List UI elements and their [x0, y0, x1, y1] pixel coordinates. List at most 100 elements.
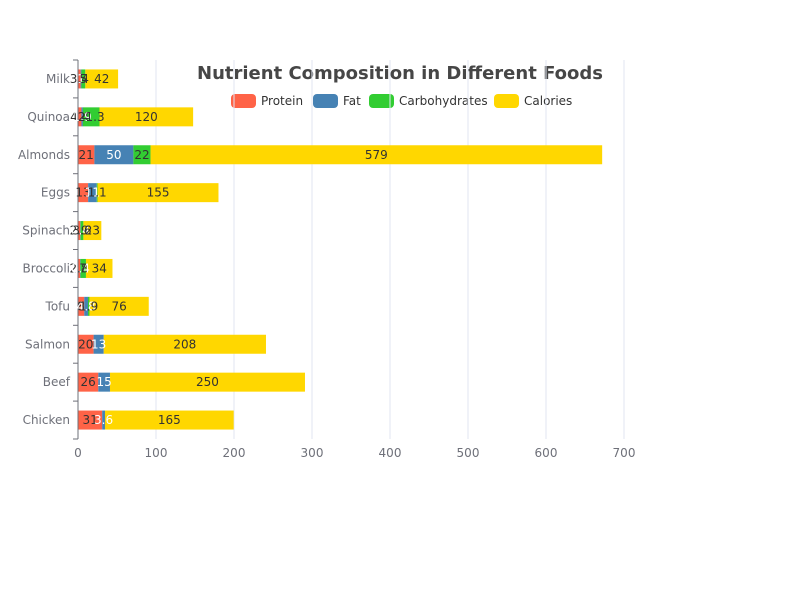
data-label: 21.3: [78, 110, 105, 124]
bar-calories-eggs: [97, 183, 219, 203]
bar-calories-salmon: [103, 334, 266, 354]
bar-protein-almonds: [78, 145, 95, 165]
bar-fat-almonds: [94, 145, 134, 165]
y-tick-label: Quinoa: [27, 110, 70, 124]
bar-calories-milk: [85, 69, 119, 89]
y-tick-label: Tofu: [45, 299, 70, 313]
bar-protein-quinoa: [78, 107, 82, 127]
x-tick-label: 0: [74, 446, 82, 460]
bar-fat-milk: [80, 69, 82, 89]
y-tick-label: Beef: [43, 375, 71, 389]
legend-swatch: [313, 94, 338, 108]
y-tick-label: Salmon: [25, 337, 70, 351]
bar-carbohydrates-broccoli: [80, 258, 86, 278]
bar-protein-salmon: [78, 334, 94, 354]
data-label: 579: [365, 148, 388, 162]
y-tick-label: Almonds: [18, 148, 70, 162]
bar-calories-quinoa: [99, 107, 194, 127]
bar-protein-eggs: [78, 183, 89, 203]
data-label: 4.8: [77, 299, 96, 313]
legend-label: Protein: [261, 94, 303, 108]
y-tick-label: Chicken: [23, 413, 70, 427]
data-label: 23: [85, 224, 100, 238]
bar-calories-beef: [109, 372, 305, 392]
bar-calories-tofu: [89, 296, 149, 316]
data-label: 22: [134, 148, 149, 162]
bar-calories-spinach: [83, 221, 102, 241]
data-label: 13: [75, 186, 90, 200]
x-tick-label: 100: [145, 446, 168, 460]
x-tick-label: 500: [457, 446, 480, 460]
legend-item-calories: Calories: [494, 94, 572, 108]
data-label: 20: [78, 337, 93, 351]
legend: Protein Fat Carbohydrates Calories: [231, 94, 572, 108]
x-tick-label: 200: [223, 446, 246, 460]
data-label: 4.4: [70, 110, 89, 124]
legend-item-carbohydrates: Carbohydrates: [369, 94, 488, 108]
y-tick-label: Broccoli: [23, 261, 70, 275]
data-label: 3.6: [94, 413, 113, 427]
data-label: 3.4: [70, 72, 89, 86]
bar-fat-chicken: [102, 410, 105, 430]
data-label: 5: [80, 72, 88, 86]
bar-carbohydrates-spinach: [80, 221, 84, 241]
data-label: 8: [77, 299, 85, 313]
bars: [78, 69, 603, 430]
data-label: 250: [196, 375, 219, 389]
bar-carbohydrates-quinoa: [82, 107, 100, 127]
data-label: 1.9: [79, 299, 98, 313]
x-tick-label: 600: [535, 446, 558, 460]
bar-carbohydrates-tofu: [87, 296, 90, 316]
data-label: 31: [82, 413, 97, 427]
legend-swatch: [494, 94, 519, 108]
data-label: 1.1: [88, 186, 107, 200]
y-tick-label: Eggs: [41, 186, 70, 200]
data-label: 1: [77, 72, 85, 86]
x-tick-label: 700: [613, 446, 636, 460]
y-tick-label: Spinach: [22, 224, 70, 238]
data-label: 155: [147, 186, 170, 200]
legend-swatch: [231, 94, 256, 108]
legend-label: Carbohydrates: [399, 94, 488, 108]
bar-fat-tofu: [84, 296, 88, 316]
bar-protein-tofu: [78, 296, 85, 316]
legend-item-fat: Fat: [313, 94, 361, 108]
bar-calories-broccoli: [85, 258, 113, 278]
chart-title: Nutrient Composition in Different Foods: [197, 63, 603, 84]
axes: 0 100 200 300 400 500 600 700 Chicken Beef Salmon T…: [18, 59, 636, 460]
legend-item-protein: Protein: [231, 94, 303, 108]
x-tick-label: 300: [301, 446, 324, 460]
data-label: 15: [96, 375, 111, 389]
bar-carbohydrates-milk: [81, 69, 86, 89]
bar-fat-beef: [98, 372, 110, 392]
legend-label: Calories: [524, 94, 572, 108]
legend-label: Fat: [343, 94, 361, 108]
data-label: 2.9: [70, 224, 89, 238]
data-label: 0.4: [71, 261, 90, 275]
bar-protein-broccoli: [78, 258, 81, 278]
data-label: 76: [111, 299, 126, 313]
bar-calories-almonds: [150, 145, 603, 165]
bar-protein-milk: [78, 69, 81, 89]
legend-swatch: [369, 94, 394, 108]
data-label: 42: [94, 72, 109, 86]
data-label: 13: [91, 337, 106, 351]
data-label: 34: [92, 261, 107, 275]
bar-protein-spinach: [78, 221, 81, 241]
data-label: 0.4: [71, 224, 90, 238]
data-label: 7: [79, 261, 87, 275]
x-tick-label: 400: [379, 446, 402, 460]
data-label: 208: [173, 337, 196, 351]
bar-fat-quinoa: [81, 107, 83, 127]
bar-carbohydrates-almonds: [133, 145, 151, 165]
data-label: 165: [158, 413, 181, 427]
data-label: 120: [135, 110, 158, 124]
data-label: 11: [85, 186, 100, 200]
bar-calories-chicken: [104, 410, 234, 430]
y-tick-label: Milk: [46, 72, 70, 86]
data-label: 21: [79, 148, 94, 162]
data-label: 26: [80, 375, 95, 389]
data-label: 3.6: [72, 224, 91, 238]
